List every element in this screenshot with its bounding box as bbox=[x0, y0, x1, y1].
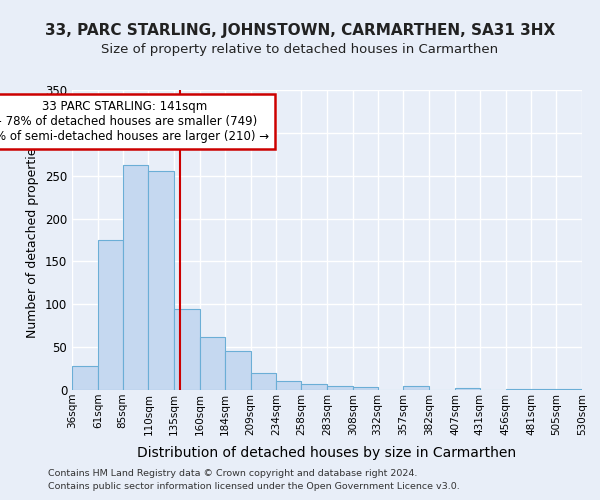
Bar bbox=[122, 164, 148, 390]
Text: Contains public sector information licensed under the Open Government Licence v3: Contains public sector information licen… bbox=[48, 482, 460, 491]
X-axis label: Distribution of detached houses by size in Carmarthen: Distribution of detached houses by size … bbox=[137, 446, 517, 460]
Bar bbox=[98, 240, 122, 390]
Bar bbox=[72, 366, 98, 390]
Bar bbox=[301, 384, 327, 390]
Bar bbox=[277, 382, 301, 390]
Bar bbox=[200, 337, 225, 390]
Bar bbox=[455, 388, 480, 390]
Bar bbox=[327, 386, 353, 390]
Text: 33, PARC STARLING, JOHNSTOWN, CARMARTHEN, SA31 3HX: 33, PARC STARLING, JOHNSTOWN, CARMARTHEN… bbox=[45, 22, 555, 38]
Bar bbox=[225, 350, 251, 390]
Bar bbox=[403, 386, 429, 390]
Text: Contains HM Land Registry data © Crown copyright and database right 2024.: Contains HM Land Registry data © Crown c… bbox=[48, 468, 418, 477]
Bar bbox=[353, 388, 377, 390]
Bar bbox=[556, 389, 582, 390]
Y-axis label: Number of detached properties: Number of detached properties bbox=[26, 142, 40, 338]
Bar bbox=[506, 389, 532, 390]
Text: Size of property relative to detached houses in Carmarthen: Size of property relative to detached ho… bbox=[101, 42, 499, 56]
Bar bbox=[532, 389, 556, 390]
Bar bbox=[148, 172, 174, 390]
Bar bbox=[174, 308, 200, 390]
Bar bbox=[251, 373, 277, 390]
Text: 33 PARC STARLING: 141sqm
← 78% of detached houses are smaller (749)
22% of semi-: 33 PARC STARLING: 141sqm ← 78% of detach… bbox=[0, 100, 269, 144]
